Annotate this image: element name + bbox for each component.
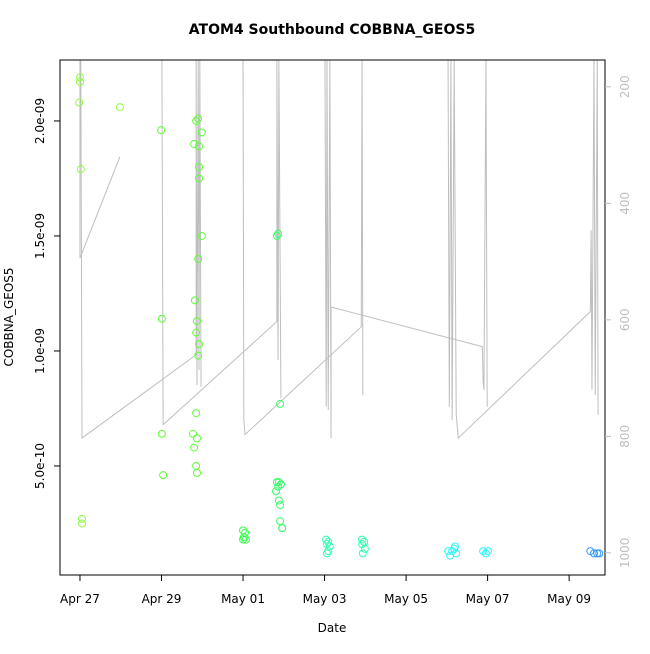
point: [272, 487, 281, 496]
x-tick-label: May 03: [303, 592, 347, 606]
point: [192, 409, 201, 418]
point: [239, 535, 248, 544]
point: [76, 165, 85, 174]
point: [481, 549, 490, 558]
point: [484, 547, 493, 556]
pressure-line: [79, 60, 599, 440]
point: [276, 399, 285, 408]
point: [360, 544, 369, 553]
point: [157, 314, 166, 323]
y2-tick-label: 800: [618, 425, 632, 448]
point: [115, 103, 124, 112]
point: [190, 296, 199, 305]
y2-tick-label: 1000: [618, 538, 632, 569]
y-axis-label: COBBNA_GEOS5: [2, 267, 16, 366]
point: [75, 98, 84, 107]
point: [192, 328, 201, 337]
point: [78, 519, 87, 528]
point: [192, 317, 201, 326]
point: [75, 77, 84, 86]
y2-tick-label: 200: [618, 75, 632, 98]
point: [325, 542, 334, 551]
point: [274, 229, 283, 238]
point: [274, 478, 283, 487]
y2-tick-label: 400: [618, 192, 632, 215]
x-axis-label: Date: [318, 621, 347, 635]
point: [194, 351, 203, 360]
point: [358, 535, 367, 544]
point: [197, 128, 206, 137]
y-tick-label: 2.0e-09: [33, 98, 47, 144]
point: [192, 461, 201, 470]
point: [276, 501, 285, 510]
point: [190, 139, 199, 148]
point: [194, 254, 203, 263]
point: [157, 126, 166, 135]
point: [192, 468, 201, 477]
x-tick-label: May 07: [466, 592, 510, 606]
point: [194, 114, 203, 123]
point: [78, 514, 87, 523]
point: [322, 535, 331, 544]
y-tick-label: 1.5e-09: [33, 213, 47, 259]
point: [446, 551, 455, 560]
x-tick-label: Apr 27: [60, 592, 100, 606]
y-tick-label: 5.0e-10: [33, 443, 47, 489]
point: [278, 524, 287, 533]
point: [192, 116, 201, 125]
point: [358, 549, 367, 558]
point: [595, 549, 604, 558]
y-tick-label: 1.0e-09: [33, 328, 47, 374]
point: [195, 174, 204, 183]
point: [276, 480, 285, 489]
point: [448, 547, 457, 556]
point: [272, 478, 281, 487]
point: [197, 231, 206, 240]
point: [195, 162, 204, 171]
point: [322, 549, 331, 558]
x-tick-label: May 05: [384, 592, 428, 606]
chart-title: ATOM4 Southbound COBBNA_GEOS5: [189, 22, 475, 38]
x-tick-label: May 09: [547, 592, 591, 606]
point: [450, 544, 459, 553]
x-tick-label: Apr 29: [142, 592, 182, 606]
point: [241, 535, 250, 544]
point: [188, 429, 197, 438]
plot-box: [59, 59, 606, 576]
point: [274, 496, 283, 505]
point: [593, 549, 602, 558]
point: [159, 471, 168, 480]
point: [276, 517, 285, 526]
point: [589, 549, 598, 558]
point: [75, 73, 84, 82]
y2-tick-label: 600: [618, 308, 632, 331]
point: [190, 443, 199, 452]
point: [195, 340, 204, 349]
point: [157, 429, 166, 438]
point: [195, 142, 204, 151]
point: [358, 540, 367, 549]
x-tick-label: May 01: [221, 592, 265, 606]
point: [192, 434, 201, 443]
